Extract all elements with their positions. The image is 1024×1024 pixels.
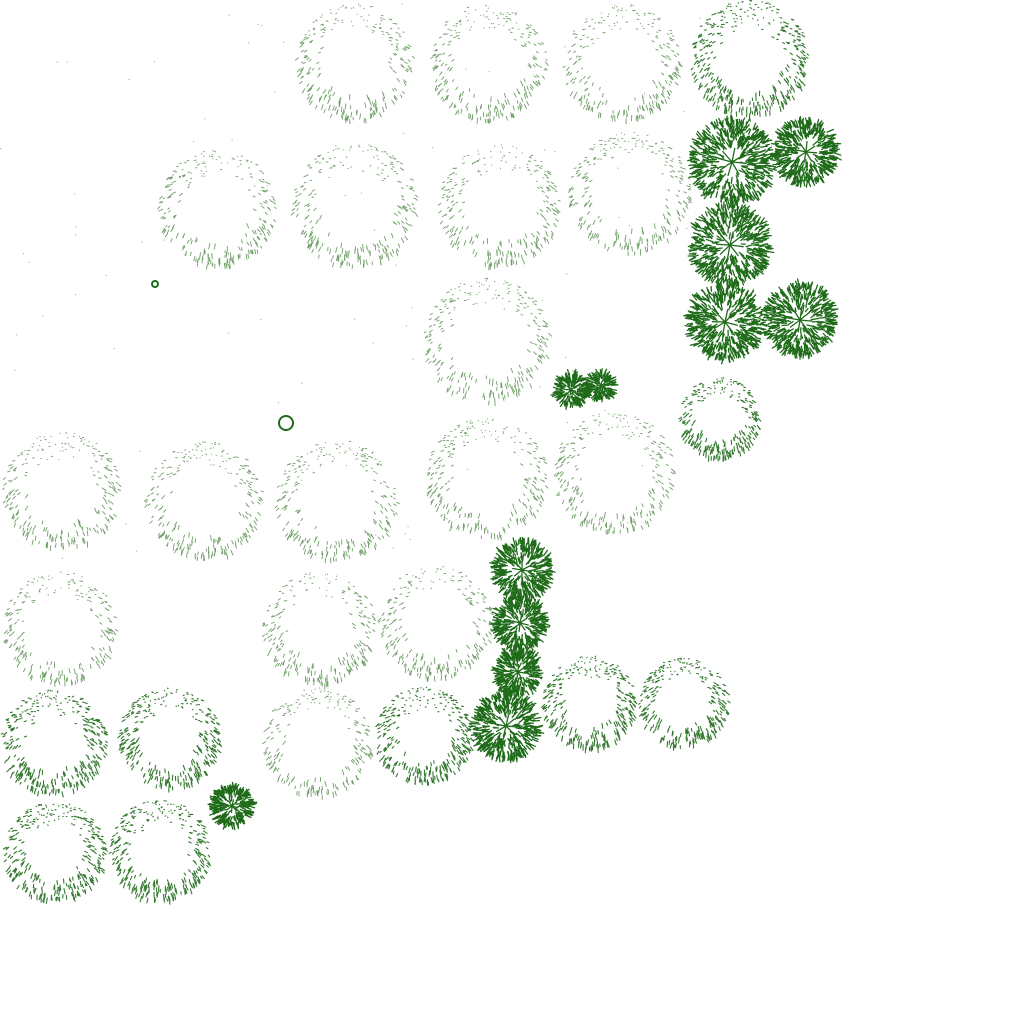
tree-canopy-icon [687, 114, 779, 209]
tree-canopy-icon [582, 368, 619, 403]
tree-marker-icon [151, 280, 159, 288]
tree-canopy-icon [690, 0, 810, 122]
tree-canopy-icon [759, 278, 839, 360]
tree-canopy-icon [0, 689, 109, 798]
tree-canopy-icon [274, 440, 400, 564]
tree-canopy-icon [541, 655, 638, 754]
tree-canopy-icon [262, 572, 376, 690]
tree-canopy-icon [468, 687, 545, 764]
tree-canopy-icon [683, 281, 768, 365]
tree-canopy-icon [769, 116, 842, 188]
tree-canopy-icon [3, 571, 119, 687]
tree-canopy-icon [437, 144, 561, 271]
tree-canopy-icon [157, 150, 277, 270]
tree-canopy-icon [423, 277, 553, 407]
tree-canopy-icon [430, 5, 549, 124]
tree-canopy-icon [488, 592, 551, 654]
tree-canopy-icon [2, 431, 122, 552]
tree-canopy-icon [687, 201, 775, 291]
tree-canopy-icon [294, 3, 415, 124]
tree-canopy-icon [490, 645, 544, 698]
tree-canopy-icon [2, 803, 108, 904]
tree-canopy-icon [207, 781, 258, 831]
tree-canopy-icon [638, 657, 731, 751]
background-speckle [0, 3, 702, 560]
tree-canopy-icon [117, 687, 223, 793]
tree-canopy-icon [375, 686, 475, 786]
tree-canopy-icon [143, 441, 264, 562]
tree-canopy-icon [377, 566, 494, 682]
tree-canopy-icon [567, 131, 693, 257]
tree-canopy-icon [262, 687, 374, 800]
tree-canopy-icon [426, 418, 549, 541]
tree-canopy-icon [108, 799, 211, 905]
tree-marker-icon [278, 415, 294, 431]
tree-canopy-icon [489, 536, 556, 603]
tree-canopy-icon [553, 413, 677, 535]
tree-canopy-icon [562, 4, 683, 125]
tree-canopy-icon [550, 368, 592, 410]
tree-canopy-icon [678, 377, 762, 462]
tree-canopy-icon [290, 144, 419, 269]
